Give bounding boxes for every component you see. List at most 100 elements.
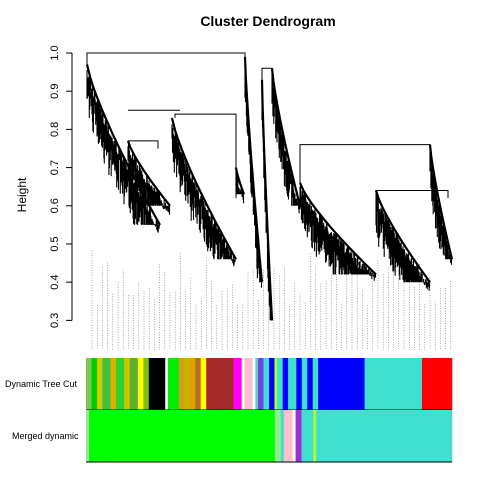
color-segment (124, 358, 130, 410)
color-segment (258, 358, 262, 410)
color-segment (189, 358, 196, 410)
color-segment (167, 358, 180, 410)
color-segment (200, 358, 207, 410)
merge-link (86, 52, 246, 65)
y-tick-label: 0.4 (49, 275, 61, 290)
color-segment (274, 358, 278, 410)
cluster-spine (270, 68, 302, 207)
row-label: Dynamic Tree Cut (5, 379, 78, 389)
cluster-leaves (127, 143, 171, 215)
color-segment (307, 358, 313, 410)
color-segment (282, 358, 289, 410)
leaf-guides (91, 250, 452, 350)
color-segment (233, 358, 242, 410)
color-segment (280, 410, 285, 462)
color-segment (295, 410, 302, 462)
color-segment (148, 358, 166, 410)
color-segment (129, 358, 139, 410)
y-tick-label: 0.7 (49, 160, 61, 175)
color-segment (88, 410, 276, 462)
color-segment (91, 358, 98, 410)
color-segment (102, 358, 111, 410)
color-segment (143, 358, 150, 410)
cluster-spine (260, 79, 274, 321)
color-segment (260, 358, 264, 410)
color-segment (178, 358, 185, 410)
cluster-spine (428, 144, 454, 260)
cluster-mid-2 (260, 79, 274, 321)
cluster-right-2 (298, 182, 377, 281)
color-segment (110, 358, 117, 410)
cluster-spine (374, 190, 431, 283)
dendrogram-tree (85, 52, 454, 350)
cluster-leaves (171, 124, 237, 267)
cluster-right-4 (428, 144, 454, 265)
color-segment (269, 358, 275, 410)
color-segment (195, 358, 202, 410)
color-segment (244, 358, 253, 410)
y-tick-label: 0.3 (49, 313, 61, 328)
color-segment (96, 358, 103, 410)
color-segment (206, 358, 234, 410)
color-segment (252, 358, 256, 410)
cluster-right-3 (374, 190, 431, 291)
merge-link (128, 140, 159, 149)
cluster-right-1 (270, 68, 302, 214)
color-segment (301, 410, 314, 462)
cluster-spine (298, 182, 377, 276)
merge-links (86, 52, 449, 199)
chart-title: Cluster Dendrogram (200, 13, 335, 29)
cluster-spine (234, 167, 246, 195)
cluster-leaves (271, 69, 301, 214)
cluster-leaves (86, 70, 161, 233)
y-tick-label: 1.0 (49, 45, 61, 60)
y-tick-label: 0.5 (49, 236, 61, 251)
color-segment (241, 358, 245, 410)
cluster-leaves (375, 194, 431, 291)
cluster-left-2 (126, 140, 171, 215)
y-tick-label: 0.6 (49, 198, 61, 213)
color-segment (116, 358, 125, 410)
color-segment (313, 410, 317, 462)
color-segment (312, 358, 319, 410)
cluster-spine (243, 56, 264, 283)
y-tick-label: 0.8 (49, 122, 61, 137)
merge-link (299, 144, 431, 183)
color-segment (137, 358, 144, 410)
color-segment (86, 358, 92, 410)
color-segment (318, 358, 365, 410)
merge-link (261, 67, 273, 80)
color-segment (255, 358, 259, 410)
color-row: Dynamic Tree Cut (5, 358, 453, 411)
merge-link (375, 190, 449, 199)
y-axis: 0.3 0.4 0.5 0.6 0.7 0.8 0.9 1.0 (49, 45, 73, 328)
color-segment (283, 410, 293, 462)
color-segment (288, 358, 297, 410)
cluster-left-4 (234, 167, 246, 204)
color-segment (184, 358, 191, 410)
color-row: Merged dynamic (12, 410, 453, 463)
y-tick-label: 0.9 (49, 84, 61, 99)
color-segment (292, 410, 296, 462)
merge-link (174, 113, 237, 199)
cluster-mid-1 (243, 56, 264, 288)
y-axis-label: Height (15, 177, 29, 212)
cluster-leaves (299, 184, 377, 281)
color-segment (296, 358, 303, 410)
color-segment (364, 358, 423, 410)
cluster-left-3 (170, 117, 237, 267)
color-segment (274, 410, 282, 462)
color-rows: Dynamic Tree Cut Merged dynamic (5, 358, 453, 463)
cluster-left-1 (85, 64, 161, 233)
color-segment (165, 358, 169, 410)
row-label: Merged dynamic (12, 431, 79, 441)
color-segment (263, 358, 270, 410)
color-segment (301, 358, 308, 410)
cluster-spine (170, 117, 237, 260)
color-segment (86, 410, 90, 462)
cluster-spine (126, 140, 171, 207)
color-segment (316, 410, 453, 462)
color-segment (421, 358, 453, 410)
color-segment (277, 358, 283, 410)
